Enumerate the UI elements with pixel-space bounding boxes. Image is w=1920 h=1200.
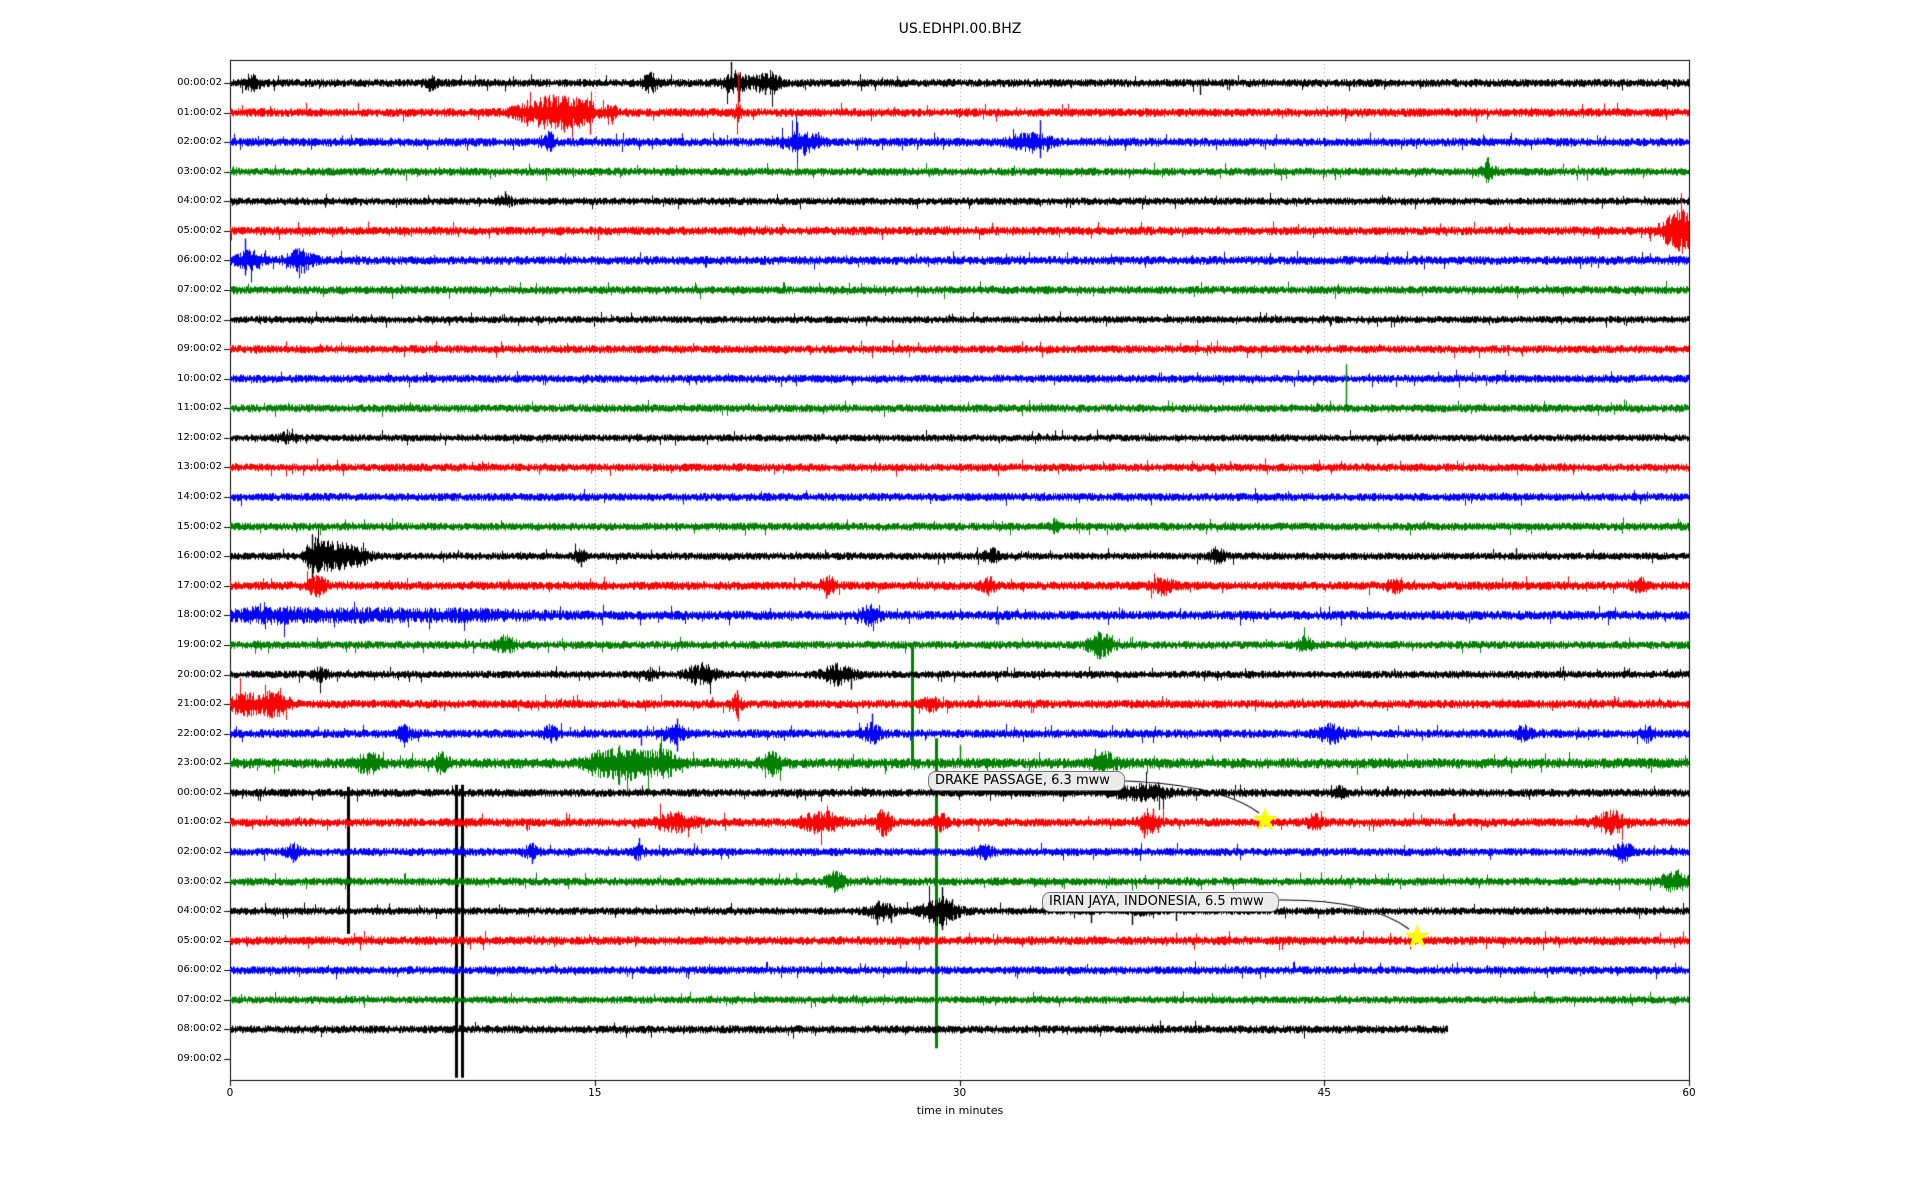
y-tick-label: 04:00:02 bbox=[177, 195, 222, 207]
y-tick-label: 07:00:02 bbox=[177, 993, 222, 1005]
y-tick-label: 16:00:02 bbox=[177, 550, 222, 562]
y-tick-label: 05:00:02 bbox=[177, 224, 222, 236]
y-tick-label: 02:00:02 bbox=[177, 845, 222, 857]
y-tick-label: 06:00:02 bbox=[177, 964, 222, 976]
y-tick-label: 03:00:02 bbox=[177, 875, 222, 887]
chart-title: US.EDHPI.00.BHZ bbox=[898, 21, 1022, 37]
annotation-drake-passage: DRAKE PASSAGE, 6.3 mww bbox=[928, 771, 1125, 791]
event-star-icon bbox=[1252, 807, 1278, 831]
y-tick-label: 10:00:02 bbox=[177, 372, 222, 384]
y-tick-label: 05:00:02 bbox=[177, 934, 222, 946]
y-tick-label: 18:00:02 bbox=[177, 609, 222, 621]
y-tick-label: 06:00:02 bbox=[177, 254, 222, 266]
y-tick-label: 01:00:02 bbox=[177, 106, 222, 118]
x-tick-label: 30 bbox=[952, 1087, 967, 1099]
y-tick-label: 09:00:02 bbox=[177, 1053, 222, 1064]
y-tick-label: 09:00:02 bbox=[177, 343, 222, 355]
y-tick-label: 04:00:02 bbox=[177, 905, 222, 917]
y-tick-label: 00:00:02 bbox=[177, 786, 222, 798]
y-tick-label: 01:00:02 bbox=[177, 816, 222, 828]
y-tick-label: 08:00:02 bbox=[177, 313, 222, 325]
y-tick-label: 17:00:02 bbox=[177, 579, 222, 591]
y-tick-label: 08:00:02 bbox=[177, 1023, 222, 1035]
y-tick-label: 13:00:02 bbox=[177, 461, 222, 473]
y-tick-label: 20:00:02 bbox=[177, 668, 222, 680]
y-tick-label: 07:00:02 bbox=[177, 284, 222, 296]
y-tick-label: 22:00:02 bbox=[177, 727, 222, 739]
y-tick-label: 14:00:02 bbox=[177, 491, 222, 503]
event-star-icon bbox=[1404, 924, 1430, 948]
x-tick-label: 0 bbox=[226, 1087, 234, 1099]
y-tick-label: 00:00:02 bbox=[177, 77, 222, 88]
x-axis-label: time in minutes bbox=[916, 1104, 1004, 1117]
x-tick-label: 15 bbox=[588, 1087, 602, 1099]
x-tick-label: 60 bbox=[1682, 1087, 1696, 1099]
y-tick-label: 11:00:02 bbox=[177, 402, 222, 414]
annotation-irian-jaya: IRIAN JAYA, INDONESIA, 6.5 mww bbox=[1042, 892, 1279, 912]
y-tick-label: 23:00:02 bbox=[177, 757, 222, 769]
y-tick-label: 03:00:02 bbox=[177, 165, 222, 177]
y-tick-label: 12:00:02 bbox=[177, 431, 222, 443]
y-tick-label: 19:00:02 bbox=[177, 638, 222, 650]
x-tick-label: 45 bbox=[1317, 1087, 1331, 1099]
y-tick-label: 02:00:02 bbox=[177, 136, 222, 148]
y-tick-label: 15:00:02 bbox=[177, 520, 222, 532]
y-tick-label: 21:00:02 bbox=[177, 698, 222, 710]
